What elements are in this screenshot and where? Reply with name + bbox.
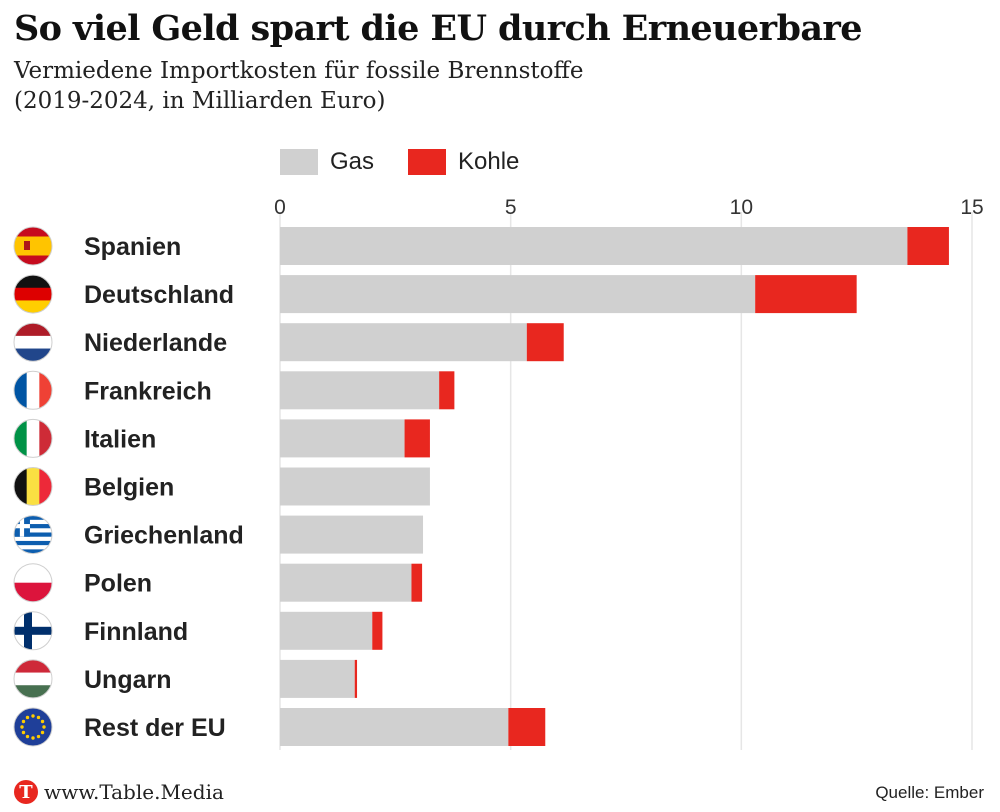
- legend-item-kohle: Kohle: [408, 148, 519, 176]
- category-label: Niederlande: [84, 329, 227, 357]
- flag-netherlands-icon: [14, 323, 52, 362]
- flag-belgium-icon: [14, 467, 52, 506]
- category-label: Spanien: [84, 233, 181, 261]
- bar-gas-niederlande: [280, 323, 527, 362]
- legend-swatch-kohle: [408, 149, 447, 175]
- category-label: Polen: [84, 570, 152, 598]
- bar-kohle-niederlande: [526, 323, 564, 362]
- bar-gas-polen: [280, 563, 412, 602]
- bar-kohle-finnland: [372, 611, 383, 650]
- bar-kohle-frankreich: [439, 371, 455, 410]
- bar-gas-italien: [280, 419, 405, 458]
- bar-gas-ungarn: [280, 659, 355, 698]
- category-label: Italien: [84, 425, 156, 453]
- flag-spain-icon: [14, 227, 52, 265]
- flag-france-icon: [14, 371, 52, 410]
- footer-site-link[interactable]: www.Table.Media: [44, 780, 224, 804]
- category-label: Deutschland: [84, 281, 234, 309]
- flag-eu-icon: [14, 708, 52, 746]
- bar-kohle-italien: [404, 419, 430, 458]
- bar-gas-spanien: [280, 227, 908, 265]
- chart-title: So viel Geld spart die EU durch Erneuerb…: [14, 8, 863, 49]
- bar-gas-griechenland: [280, 515, 424, 554]
- flag-germany-icon: [14, 275, 52, 314]
- x-tick-label: 15: [960, 196, 983, 219]
- footer-branding[interactable]: T www.Table.Media: [14, 780, 224, 804]
- category-label: Ungarn: [84, 666, 172, 694]
- bar-gas-deutschland: [280, 275, 756, 314]
- source-note: Quelle: Ember: [875, 783, 984, 802]
- bar-kohle-ungarn: [354, 659, 358, 698]
- legend-item-gas: Gas: [280, 148, 374, 176]
- legend-label-kohle: Kohle: [458, 148, 520, 175]
- bar-gas-frankreich: [280, 371, 440, 410]
- category-label: Finnland: [84, 618, 188, 646]
- chart-legend: Gas Kohle: [280, 148, 553, 176]
- chart-subtitle-line1: Vermiedene Importkosten für fossile Bren…: [14, 58, 584, 84]
- legend-label-gas: Gas: [330, 148, 375, 175]
- x-tick-label: 5: [505, 196, 517, 219]
- flag-greece-icon: [14, 515, 52, 554]
- x-tick-label: 0: [274, 196, 286, 219]
- category-label: Griechenland: [84, 522, 244, 550]
- legend-swatch-gas: [280, 149, 318, 175]
- table-media-logo-icon: T: [14, 780, 38, 804]
- bar-gas-finnland: [280, 611, 373, 650]
- flag-italy-icon: [14, 419, 52, 458]
- bar-gas-belgien: [280, 467, 430, 506]
- flag-hungary-icon: [14, 659, 52, 698]
- flag-finland-icon: [14, 611, 52, 650]
- bar-kohle-spanien: [907, 227, 949, 265]
- flag-poland-icon: [14, 563, 52, 602]
- bar-kohle-deutschland: [755, 275, 857, 314]
- bar-kohle-rest-der-eu: [508, 708, 546, 746]
- category-label: Rest der EU: [84, 714, 226, 742]
- bar-kohle-polen: [411, 563, 423, 602]
- category-label: Belgien: [84, 474, 174, 502]
- x-tick-label: 10: [730, 196, 753, 219]
- bar-gas-rest-der-eu: [280, 708, 509, 746]
- chart-subtitle-line2: (2019-2024, in Milliarden Euro): [14, 88, 386, 114]
- bar-chart: 0 5 10 15 Spanien Deutschland Niederlande Frank…: [13, 196, 984, 750]
- category-label: Frankreich: [84, 377, 212, 405]
